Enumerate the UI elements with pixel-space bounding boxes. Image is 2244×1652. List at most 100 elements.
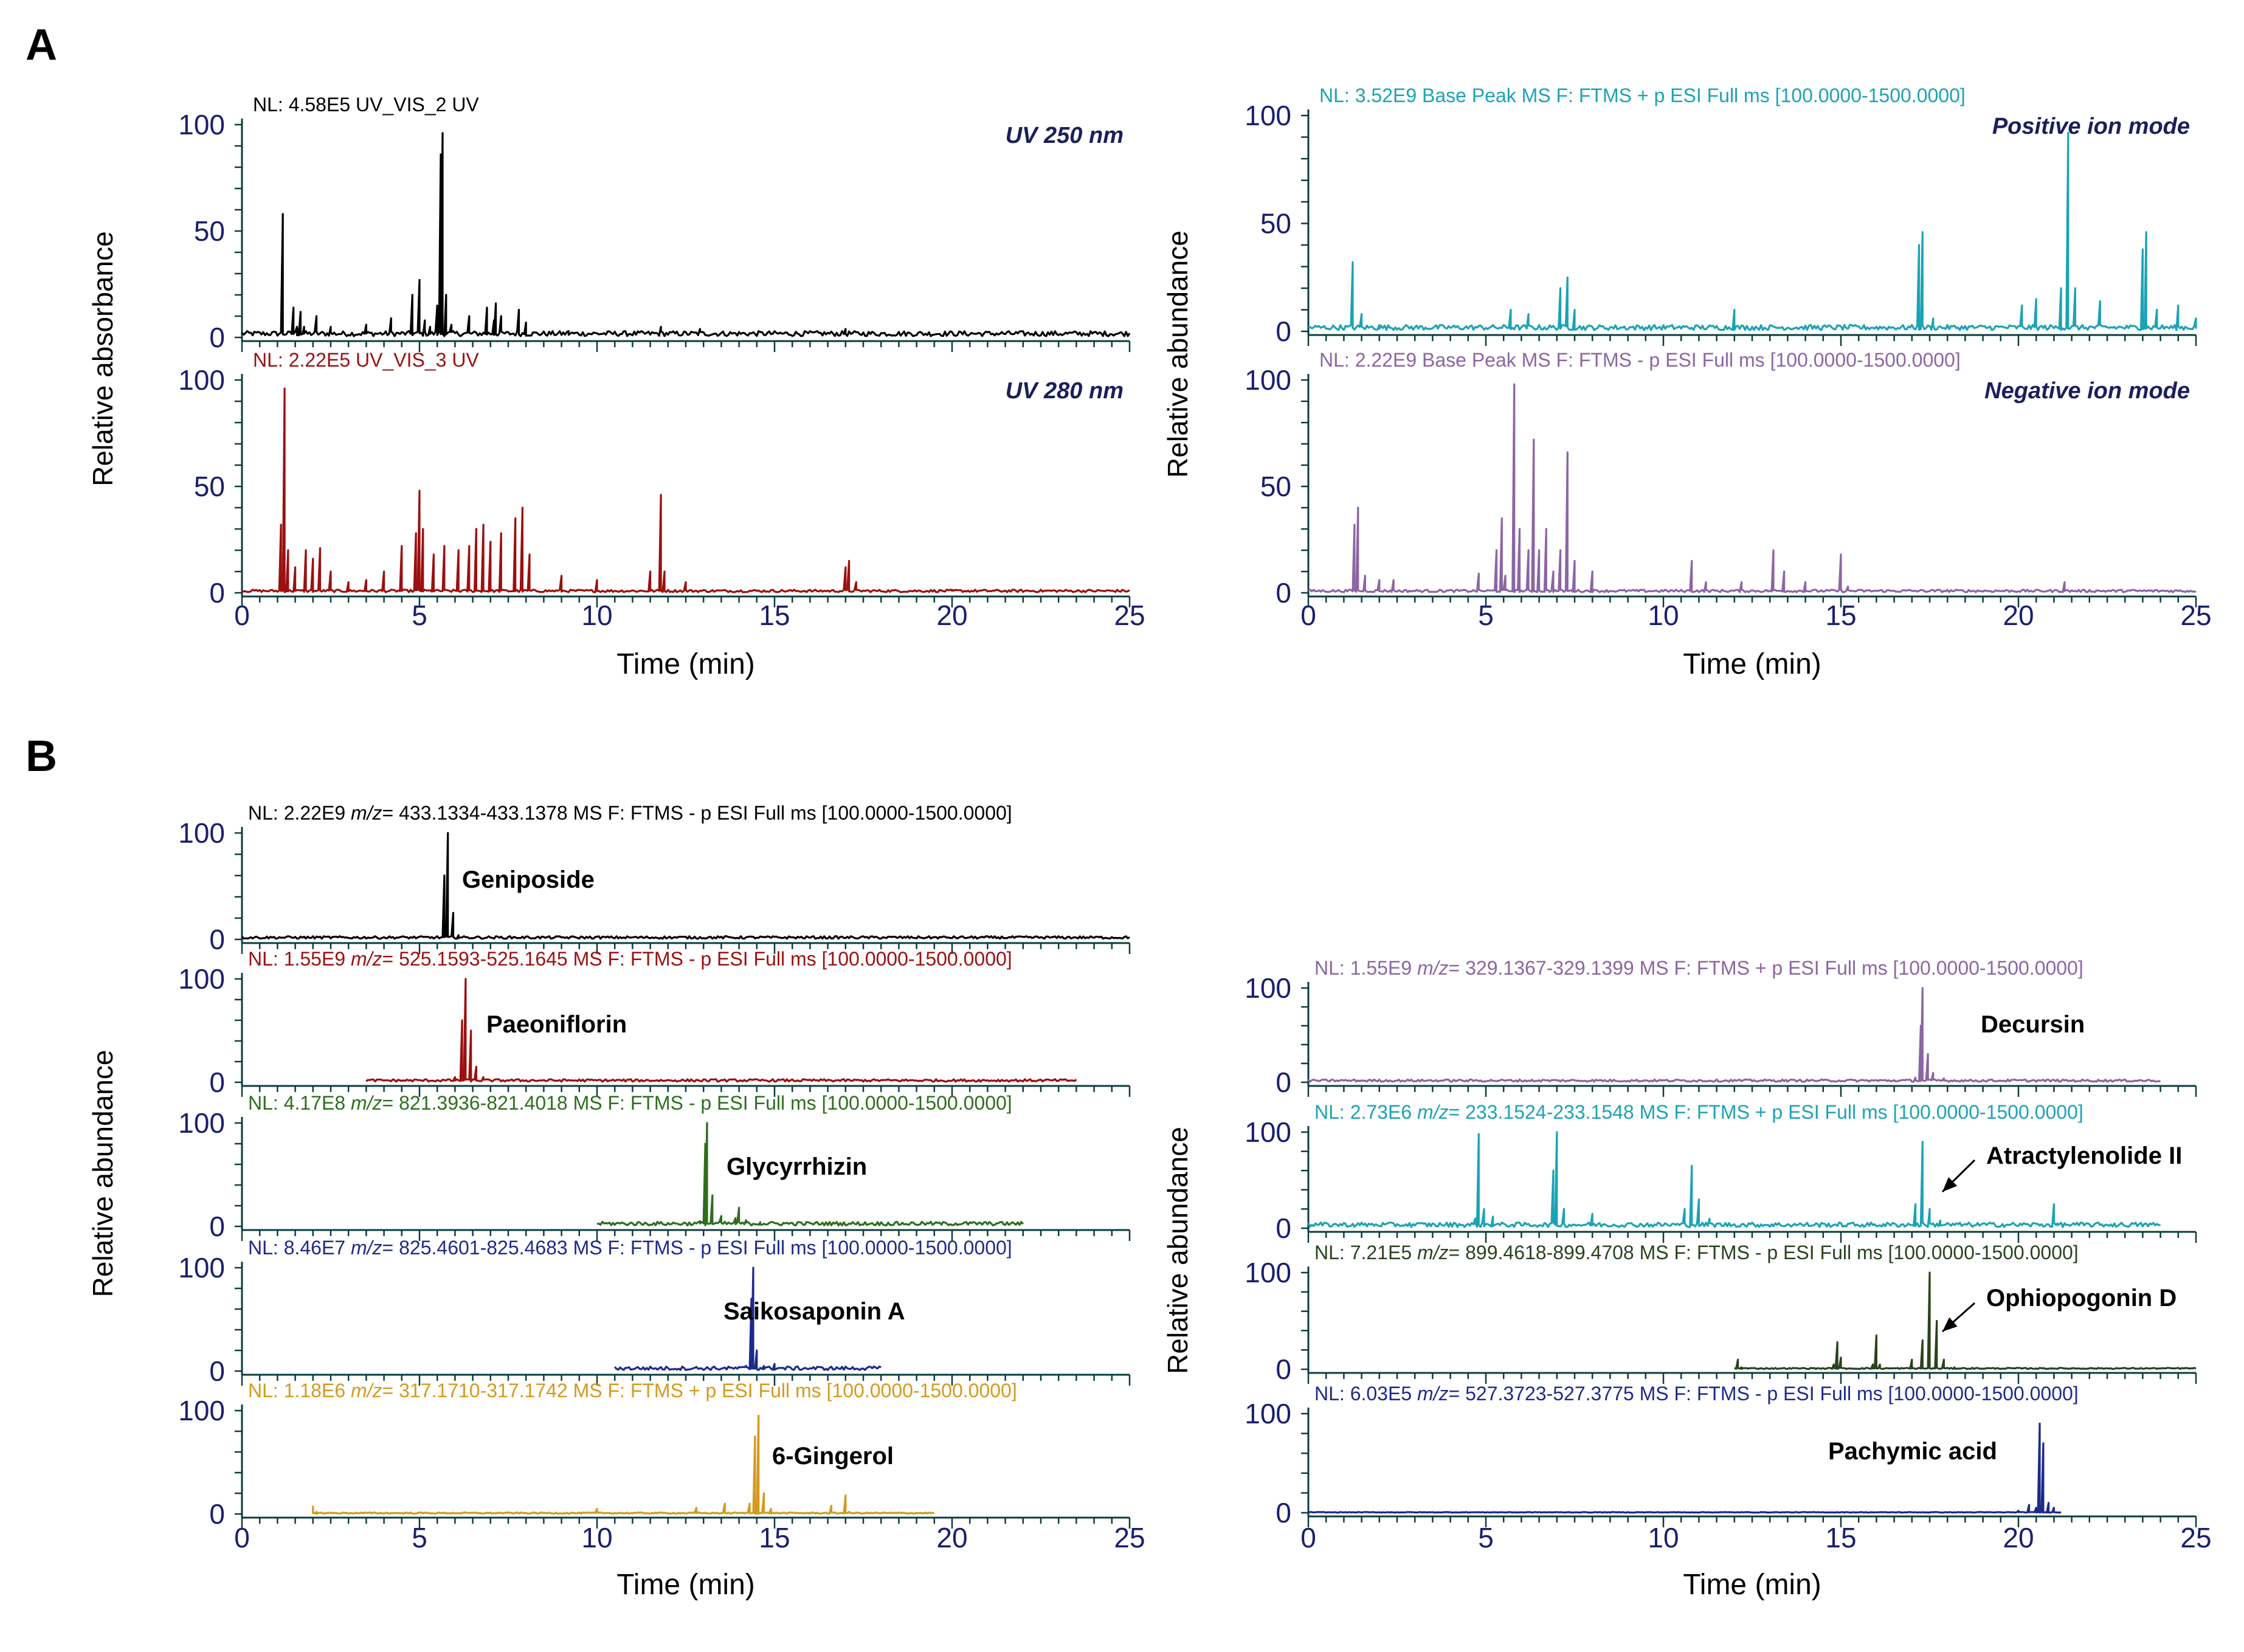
compound-label: Paeoniflorin (486, 1011, 627, 1038)
x-tick-label: 20 (936, 600, 967, 631)
mz-label: m/z (351, 1380, 382, 1401)
x-tick-label: 5 (412, 600, 427, 631)
nl-value: NL: 1.18E6 (248, 1380, 351, 1401)
x-tick-label: 10 (581, 1522, 612, 1554)
compound-label: Geniposide (462, 866, 595, 893)
y-tick-label: 50 (1260, 208, 1291, 240)
trace-line (241, 132, 1131, 337)
series-header: NL: 6.03E5 m/z= 527.3723-527.3775 MS F: … (1314, 1383, 2079, 1405)
x-tick-label: 15 (759, 600, 790, 631)
x-tick-label: 25 (1114, 600, 1145, 631)
mz-label: m/z (1417, 957, 1449, 979)
series-1: 0 100 NL: 1.55E9 m/z= 329.1367-329.1399 MS… (1245, 957, 2197, 1098)
x-tick-label: 5 (1478, 600, 1494, 631)
y-tick-label: 100 (178, 1395, 225, 1426)
y-tick-label: 100 (1245, 100, 1291, 131)
y-tick-label: 0 (209, 1211, 225, 1242)
series-2: 0 50 100 NL: 2.22E5 UV_VIS_3 UV UV 280 nm (178, 349, 1131, 609)
arrow-head (1942, 1317, 1958, 1332)
x-tick-label: 15 (1825, 600, 1856, 631)
trace-line (596, 1122, 1024, 1227)
x-tick-label: 25 (2180, 600, 2211, 631)
x-axis-label: Time (min) (616, 648, 755, 680)
y-axis-label: Relative abundance (87, 1050, 119, 1298)
trace-title: Negative ion mode (1984, 378, 2190, 404)
x-tick-label: 20 (2003, 600, 2034, 631)
series-1: 0 50 100 NL: 4.58E5 UV_VIS_2 UV UV 250 nm (178, 94, 1131, 353)
y-tick-label: 0 (1276, 1497, 1291, 1529)
panel-a-label: A (26, 21, 57, 69)
series-3: 0 100 NL: 4.17E8 m/z= 821.3936-821.4018 MS… (178, 1092, 1131, 1242)
y-tick-label: 0 (209, 1355, 225, 1387)
mz-label: m/z (351, 1237, 382, 1259)
y-axis-label: Relative absorbance (87, 231, 119, 486)
mz-label: m/z (351, 1092, 382, 1114)
series-5: 0 100 NL: 1.18E6 m/z= 317.1710-317.1742 MS… (178, 1380, 1131, 1530)
series-2: 0 100 NL: 1.55E9 m/z= 525.1593-525.1645 MS… (178, 948, 1131, 1098)
y-tick-label: 0 (1276, 1066, 1291, 1098)
series-header: NL: 1.55E9 m/z= 525.1593-525.1645 MS F: … (248, 948, 1012, 970)
x-tick-label: 5 (1478, 1522, 1494, 1554)
series-2: 0 100 NL: 2.73E6 m/z= 233.1524-233.1548 MS… (1245, 1101, 2197, 1244)
series-header: NL: 3.52E9 Base Peak MS F: FTMS + p ESI … (1319, 85, 1966, 106)
x-axis-label: Time (min) (1683, 1569, 1821, 1601)
series-header: NL: 7.21E5 m/z= 899.4618-899.4708 MS F: … (1314, 1242, 2079, 1263)
y-tick-label: 50 (194, 215, 225, 247)
mz-label: m/z (1417, 1242, 1449, 1263)
scan-filter: = 821.3936-821.4018 MS F: FTMS - p ESI F… (382, 1092, 1012, 1114)
trace-title: UV 280 nm (1006, 378, 1124, 404)
y-tick-label: 100 (178, 1107, 225, 1139)
series-header: NL: 2.22E9 Base Peak MS F: FTMS - p ESI … (1319, 349, 1961, 371)
compound-label: Glycyrrhizin (727, 1153, 867, 1180)
nl-value: NL: 1.55E9 (248, 948, 351, 970)
nl-value: NL: 8.46E7 (248, 1237, 351, 1259)
y-tick-label: 0 (209, 1066, 225, 1098)
trace-line (1308, 1422, 2062, 1514)
trace-line (1307, 1131, 2161, 1228)
x-tick-label: 25 (2180, 1522, 2211, 1554)
series-2: 0 50 100 NL: 2.22E9 Base Peak MS F: FTMS - … (1245, 349, 2197, 609)
x-tick-label: 0 (1300, 1522, 1316, 1554)
scan-filter: = 899.4618-899.4708 MS F: FTMS - p ESI F… (1449, 1242, 2079, 1263)
y-tick-label: 50 (194, 471, 225, 502)
y-tick-label: 100 (1245, 1116, 1291, 1148)
x-tick-label: 20 (936, 1522, 967, 1554)
trace-line (241, 832, 1130, 940)
y-tick-label: 100 (1245, 1398, 1291, 1429)
x-tick-label: 15 (1825, 1522, 1856, 1554)
y-tick-label: 100 (178, 1252, 225, 1284)
x-tick-label: 5 (412, 1522, 427, 1554)
compound-label: Atractylenolide II (1986, 1142, 2182, 1169)
series-1: 0 50 100 NL: 3.52E9 Base Peak MS F: FTMS + … (1245, 85, 2197, 347)
x-tick-label: 25 (1114, 1522, 1145, 1554)
y-axis-label: Relative abundance (1162, 1127, 1193, 1374)
x-tick-label: 0 (234, 600, 250, 631)
mz-label: m/z (351, 948, 382, 970)
compound-label: Pachymic acid (1828, 1438, 1997, 1465)
nl-value: NL: 2.22E9 (248, 802, 351, 824)
y-tick-label: 0 (209, 577, 225, 609)
y-tick-label: 100 (1245, 972, 1291, 1004)
y-tick-label: 100 (178, 963, 225, 995)
scan-filter: = 233.1524-233.1548 MS F: FTMS + p ESI F… (1449, 1101, 2083, 1123)
trace-line (1308, 131, 2197, 331)
trace-line (1307, 987, 2161, 1083)
y-tick-label: 100 (178, 109, 225, 140)
trace-title: Positive ion mode (1992, 114, 2190, 139)
series-header: NL: 2.22E5 UV_VIS_3 UV (253, 349, 479, 371)
x-tick-label: 10 (1648, 1522, 1679, 1554)
compound-label: Ophiopogonin D (1986, 1285, 2177, 1312)
y-tick-label: 0 (209, 1498, 225, 1530)
scan-filter: = 433.1334-433.1378 MS F: FTMS - p ESI F… (382, 802, 1012, 824)
x-tick-label: 0 (1300, 600, 1316, 631)
x-tick-label: 10 (1648, 600, 1679, 631)
series-header: NL: 2.73E6 m/z= 233.1524-233.1548 MS F: … (1314, 1101, 2083, 1123)
series-header: NL: 4.58E5 UV_VIS_2 UV (253, 94, 479, 116)
series-header: NL: 8.46E7 m/z= 825.4601-825.4683 MS F: … (248, 1237, 1012, 1259)
series-1: 0 100 NL: 2.22E9 m/z= 433.1334-433.1378 MS… (178, 802, 1131, 955)
scan-filter: = 317.1710-317.1742 MS F: FTMS + p ESI F… (382, 1380, 1017, 1401)
